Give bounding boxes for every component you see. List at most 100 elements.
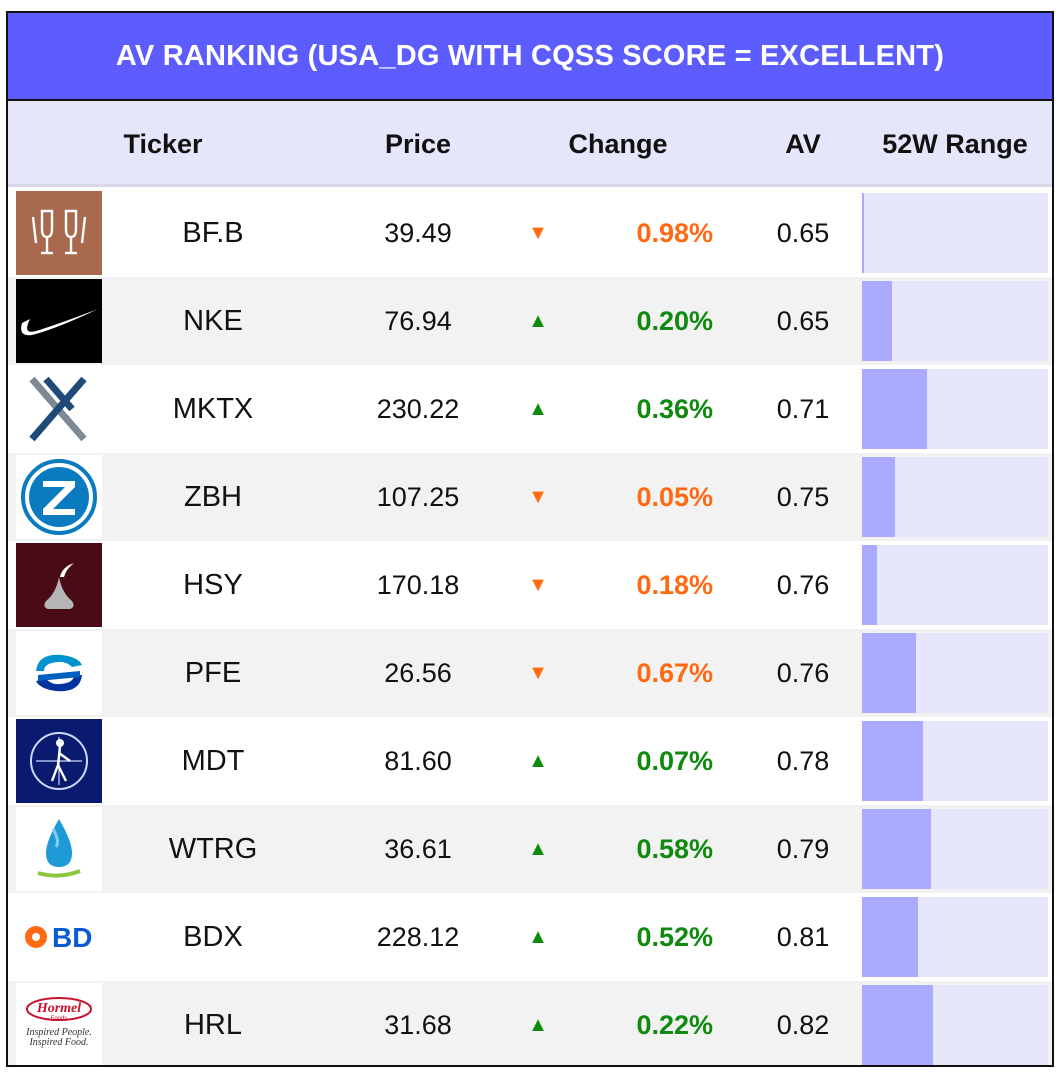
range-bar-track [862,897,1048,977]
up-arrow-icon: ▲ [528,309,548,332]
range-bar-fill [862,369,928,449]
change-cell: 0.67% [636,657,713,688]
av-cell: 0.82 [776,1009,830,1040]
zimmer-z-icon [16,455,102,539]
range-bar-track [862,809,1048,889]
av-cell: 0.79 [776,833,830,864]
table-row: ZBH 107.25 ▼ 0.05% 0.75 [8,453,1052,541]
range-bar-track [862,281,1048,361]
hormel-brand2-text: Foods [51,1016,68,1022]
table-row: NKE 76.94 ▲ 0.20% 0.65 [8,277,1052,365]
range-bar-fill [862,457,896,537]
change-cell: 0.52% [636,921,713,952]
header-row: Ticker Price Change AV 52W Range [8,101,1052,187]
swoosh-icon [16,279,102,363]
change-cell: 0.58% [636,833,713,864]
av-cell: 0.76 [776,569,830,600]
ranking-table: AV RANKING (USA_DG WITH CQSS SCORE = EXC… [6,11,1054,1067]
price-cell: 228.12 [376,921,460,952]
range-bar-fill [862,809,931,889]
ticker-cell: MKTX [172,392,254,425]
price-cell: 170.18 [376,569,460,600]
change-cell: 0.07% [636,745,713,776]
price-cell: 81.60 [384,745,452,776]
ticker-cell: BF.B [182,216,244,249]
medtronic-icon [16,719,102,803]
ticker-cell: ZBH [184,480,242,513]
av-cell: 0.78 [776,745,830,776]
ticker-cell: PFE [184,656,242,689]
kiss-icon [16,543,102,627]
range-bar-track [862,633,1048,713]
up-arrow-icon: ▲ [528,749,548,772]
range-bar-fill [862,985,933,1065]
av-cell: 0.65 [776,305,830,336]
hormel-tagline-1: Inspired People. [25,1027,92,1038]
ticker-cell: HSY [183,568,243,601]
table-row: BF.B 39.49 ▼ 0.98% 0.65 [8,189,1052,277]
table-row: HSY 170.18 ▼ 0.18% 0.76 [8,541,1052,629]
range-bar-fill [862,897,918,977]
header-52w-range: 52W Range [882,128,1028,159]
down-arrow-icon: ▼ [528,573,548,596]
range-bar-track [862,193,1048,273]
ticker-cell: WTRG [168,832,258,865]
table-row: BD BDX 228.12 ▲ 0.52% 0.81 [8,893,1052,981]
av-cell: 0.76 [776,657,830,688]
price-cell: 76.94 [384,305,452,336]
bd-icon: BD [16,895,102,979]
av-cell: 0.65 [776,217,830,248]
av-cell: 0.81 [776,921,830,952]
water-drop-icon [16,807,102,891]
av-cell: 0.71 [776,393,830,424]
up-arrow-icon: ▲ [528,1013,548,1036]
hormel-tagline-2: Inspired Food. [28,1037,88,1048]
table-row: WTRG 36.61 ▲ 0.58% 0.79 [8,805,1052,893]
mktx-x-icon [16,367,102,451]
range-bar-track [862,369,1048,449]
up-arrow-icon: ▲ [528,837,548,860]
header-price: Price [384,128,452,159]
range-bar-track [862,721,1048,801]
table-row: MDT 81.60 ▲ 0.07% 0.78 [8,717,1052,805]
header-ticker: Ticker [123,128,203,159]
price-cell: 39.49 [384,217,452,248]
hormel-icon: Hormel Foods Inspired People. Inspired Food… [16,983,102,1065]
down-arrow-icon: ▼ [528,221,548,244]
ticker-cell: HRL [183,1008,242,1041]
header-av: AV [785,128,821,159]
price-cell: 36.61 [384,833,452,864]
range-bar-track [862,457,1048,537]
change-cell: 0.18% [636,569,713,600]
bd-logo-text: BD [52,922,92,953]
table-row: PFE 26.56 ▼ 0.67% 0.76 [8,629,1052,717]
price-cell: 230.22 [376,393,460,424]
change-cell: 0.20% [636,305,713,336]
change-cell: 0.98% [636,217,713,248]
range-bar-track [862,545,1048,625]
hormel-brand-text: Hormel [36,1001,81,1016]
range-bar-fill [862,633,916,713]
price-cell: 31.68 [384,1009,452,1040]
ticker-cell: BDX [183,920,243,953]
glasses-icon [16,191,102,275]
up-arrow-icon: ▲ [528,397,548,420]
range-bar-fill [862,721,924,801]
range-bar-fill [862,193,864,273]
header-change: Change [568,128,668,159]
change-cell: 0.05% [636,481,713,512]
range-bar-fill [862,281,892,361]
price-cell: 26.56 [384,657,452,688]
down-arrow-icon: ▼ [528,485,548,508]
range-bar-track [862,985,1048,1065]
table-row: Hormel Foods Inspired People. Inspired Food… [8,981,1052,1065]
table-title: AV RANKING (USA_DG WITH CQSS SCORE = EXC… [8,13,1052,101]
up-arrow-icon: ▲ [528,925,548,948]
pfizer-icon [16,631,102,715]
ticker-cell: MDT [181,744,245,777]
table-row: MKTX 230.22 ▲ 0.36% 0.71 [8,365,1052,453]
range-bar-fill [862,545,877,625]
price-cell: 107.25 [376,481,460,512]
down-arrow-icon: ▼ [528,661,548,684]
change-cell: 0.22% [636,1009,713,1040]
